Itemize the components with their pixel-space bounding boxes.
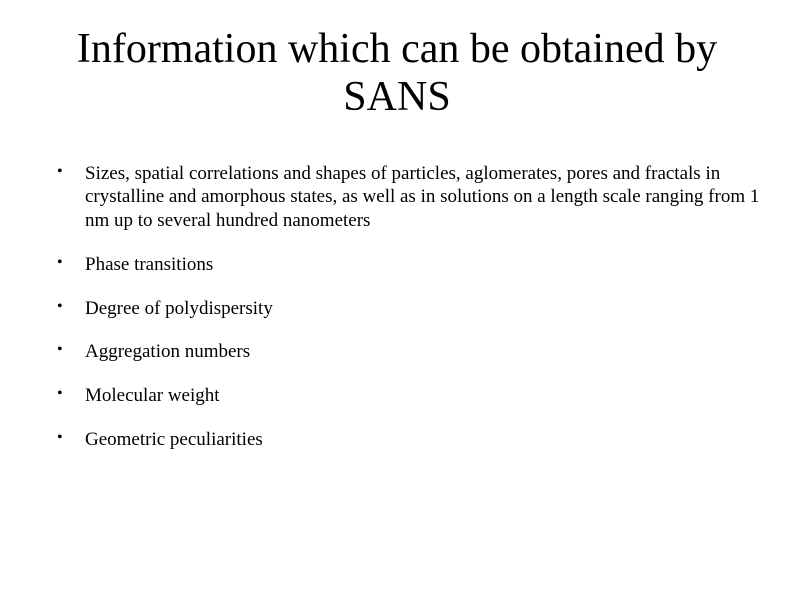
slide-title: Information which can be obtained by SAN… [30,25,764,122]
list-item: Degree of polydispersity [65,297,764,321]
list-item: Sizes, spatial correlations and shapes o… [65,162,764,233]
list-item: Phase transitions [65,253,764,277]
list-item: Molecular weight [65,384,764,408]
bullet-list: Sizes, spatial correlations and shapes o… [30,162,764,452]
list-item: Geometric peculiarities [65,428,764,452]
list-item: Aggregation numbers [65,340,764,364]
